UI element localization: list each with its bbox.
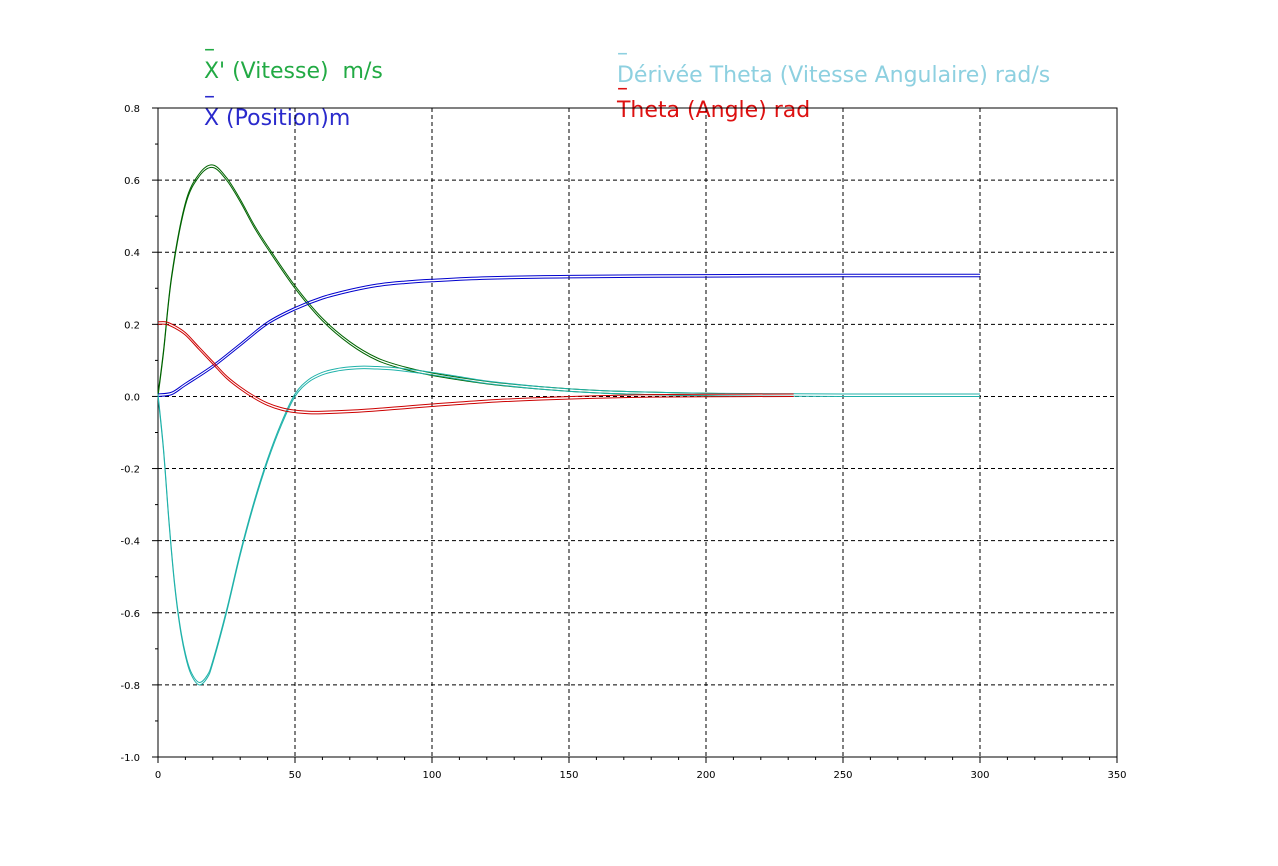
y-tick-label: 0.6 (124, 176, 140, 187)
x-tick-label: 50 (289, 770, 302, 781)
legend-marker-vitesse: – (203, 37, 215, 62)
grid (158, 108, 1117, 757)
legend-item-vitesse-angulaire: – Dérivée Theta (Vitesse Angulaire) rad/… (589, 21, 1050, 109)
y-tick-label: 0.4 (124, 248, 140, 259)
x-tick-label: 0 (155, 770, 161, 781)
x-tick-label: 150 (559, 770, 578, 781)
series-line-angle (157, 323, 794, 415)
plot-frame (157, 107, 1118, 758)
x-tick-label: 200 (696, 770, 715, 781)
x-tick-label: 300 (970, 770, 989, 781)
y-tick-label: -0.4 (120, 537, 140, 548)
y-tick-label: -1.0 (120, 753, 140, 764)
series-line-angle-upper (157, 321, 794, 412)
axes (152, 107, 1118, 763)
legend-label-position: X (Position)m (203, 106, 351, 131)
x-tick-label: 100 (422, 770, 441, 781)
legend-marker-angle: – (616, 76, 628, 101)
y-tick-label: 0.2 (124, 320, 140, 331)
y-tick-label: 0.0 (124, 392, 140, 403)
legend-item-angle: – Theta (Angle) rad (589, 56, 810, 144)
y-tick-label: -0.8 (120, 681, 140, 692)
legend-label-angle: Theta (Angle) rad (616, 98, 811, 123)
x-tick-label: 250 (833, 770, 852, 781)
x-tick-label: 350 (1107, 770, 1126, 781)
series-line-position-upper (157, 273, 981, 395)
legend-label-vitesse: X' (Vitesse) m/s (203, 59, 383, 84)
legend-item-position: – X (Position)m (176, 64, 350, 152)
series-lines (157, 164, 981, 686)
series-line-position (157, 276, 981, 397)
legend-label-vitesse-angulaire: Dérivée Theta (Vitesse Angulaire) rad/s (616, 63, 1051, 88)
series-line-vitesse (157, 166, 726, 397)
series-line-vitesse-angulaire-upper (157, 365, 981, 683)
y-tick-label: 0.8 (124, 104, 140, 115)
legend-item-vitesse: – X' (Vitesse) m/s (176, 17, 383, 105)
legend-marker-vitesse-angulaire: – (616, 41, 628, 66)
series-line-vitesse-upper (157, 164, 726, 395)
y-tick-label: -0.6 (120, 609, 140, 620)
tick-labels: 0 50 100 150 200 250 300 350 0.8 0.6 0.4 0.2 0.0 -0.2… (120, 104, 1126, 781)
y-tick-label: -0.2 (120, 465, 140, 476)
legend-marker-position: – (203, 84, 215, 109)
series-line-vitesse-angulaire (157, 368, 981, 686)
